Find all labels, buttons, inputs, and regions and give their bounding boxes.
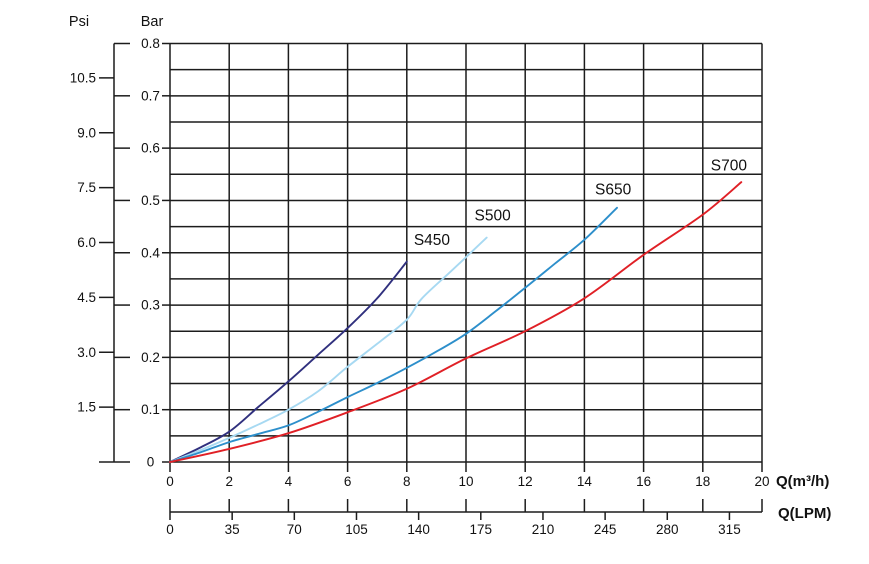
- psi-tick-label: 7.5: [77, 180, 96, 195]
- grid: [169, 42, 763, 463]
- m3h-axis-unit-label: Q(m³/h): [776, 473, 829, 490]
- series-curves: [169, 181, 743, 463]
- m3h-tick-label: 20: [754, 474, 769, 489]
- lpm-tick-label: 105: [345, 522, 368, 537]
- lpm-axis-unit-label: Q(LPM): [778, 505, 831, 522]
- x-axis-m3h: [169, 462, 763, 472]
- m3h-tick-label: 0: [166, 474, 174, 489]
- m3h-tick-label: 8: [403, 474, 411, 489]
- bar-tick-label: 0.8: [141, 36, 160, 51]
- bar-tick-label: 0.2: [141, 350, 160, 365]
- curve-label-s700: S700: [711, 157, 748, 174]
- curve-s450: [169, 260, 408, 463]
- m3h-tick-label: 6: [344, 474, 352, 489]
- bar-tick-label: 0.5: [141, 193, 160, 208]
- curve-label-s450: S450: [414, 232, 451, 249]
- lpm-tick-label: 280: [656, 522, 679, 537]
- psi-tick-label: 3.0: [77, 345, 96, 360]
- bar-tick-label: 0.3: [141, 298, 160, 313]
- m3h-tick-label: 12: [518, 474, 533, 489]
- psi-tick-label: 1.5: [77, 400, 96, 415]
- curve-label-s650: S650: [595, 181, 632, 198]
- bar-tick-label: 0.1: [141, 402, 160, 417]
- m3h-tick-label: 4: [285, 474, 293, 489]
- psi-tick-label: 6.0: [77, 235, 96, 250]
- lpm-tick-label: 70: [287, 522, 302, 537]
- curve-s700: [169, 181, 743, 463]
- psi-tick-label: 10.5: [70, 70, 96, 85]
- lpm-tick-label: 35: [225, 522, 240, 537]
- bar-tick-label: 0.4: [141, 245, 160, 260]
- psi-axis-header: Psi: [69, 14, 89, 30]
- lpm-tick-label: 0: [166, 522, 174, 537]
- lpm-tick-label: 210: [532, 522, 555, 537]
- psi-tick-label: 4.5: [77, 290, 96, 305]
- bar-tick-label: 0.6: [141, 141, 160, 156]
- curve-s650: [169, 206, 618, 463]
- psi-tick-label: 9.0: [77, 125, 96, 140]
- bar-tick-label: 0.7: [141, 88, 160, 103]
- lpm-tick-label: 315: [718, 522, 741, 537]
- lpm-tick-label: 140: [407, 522, 430, 537]
- m3h-tick-label: 18: [695, 474, 710, 489]
- x-axis-lpm: [169, 499, 763, 520]
- lpm-tick-label: 245: [594, 522, 617, 537]
- bar-tick-label: 0: [147, 455, 155, 470]
- lpm-tick-label: 175: [470, 522, 493, 537]
- bar-axis-header: Bar: [141, 14, 164, 30]
- m3h-tick-label: 16: [636, 474, 651, 489]
- curve-s500: [169, 236, 488, 463]
- y-axes: [99, 42, 170, 463]
- curve-label-s500: S500: [475, 208, 512, 225]
- m3h-tick-label: 14: [577, 474, 593, 489]
- m3h-tick-label: 2: [225, 474, 233, 489]
- m3h-tick-label: 10: [458, 474, 473, 489]
